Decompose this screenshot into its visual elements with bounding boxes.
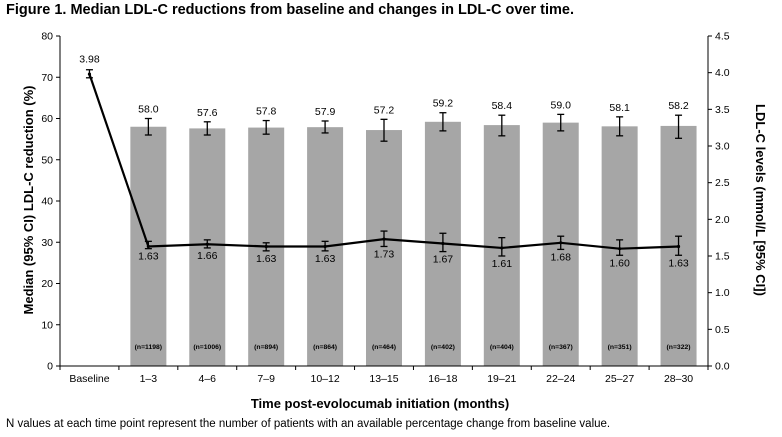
bar-value-label: 57.2 (374, 104, 395, 116)
y-axis-label-left: Median (95% CI) LDL-C reduction (%) (21, 86, 36, 315)
y-tick-label-right: 3.5 (715, 104, 730, 116)
line-point (382, 237, 386, 241)
n-label: (n=351) (608, 344, 632, 351)
y-tick-label-right: 2.0 (715, 214, 730, 226)
y-tick-label-right: 1.5 (715, 251, 730, 263)
y-tick-label-left: 60 (41, 113, 53, 125)
n-label: (n=1198) (135, 344, 162, 351)
line-value-label: 1.63 (256, 253, 277, 265)
bar-value-label: 58.0 (138, 104, 159, 116)
y-tick-label-right: 1.0 (715, 287, 730, 299)
line-value-label: 1.63 (315, 253, 336, 265)
bar-value-label: 57.8 (256, 106, 277, 118)
y-tick-label-left: 50 (41, 154, 53, 166)
line-value-label: 3.98 (79, 54, 100, 66)
n-label: (n=464) (372, 344, 396, 351)
line-point (441, 241, 445, 246)
line-value-label: 1.66 (197, 250, 218, 262)
n-label: (n=1006) (193, 344, 221, 351)
bar-value-label: 58.4 (492, 100, 513, 112)
line-value-label: 1.63 (668, 257, 689, 269)
y-tick-label-right: 4.0 (715, 67, 730, 79)
bar (366, 130, 402, 366)
x-tick-label: 13–15 (369, 373, 398, 385)
footnote: N values at each time point represent th… (6, 418, 611, 430)
figure-title: Figure 1. Median LDL-C reductions from b… (6, 2, 574, 18)
line-value-label: 1.73 (374, 248, 395, 260)
x-tick-label: 10–12 (310, 373, 339, 385)
line-point (264, 244, 268, 249)
x-tick-label: 16–18 (428, 373, 457, 385)
x-tick-label: 25–27 (605, 373, 634, 385)
y-tick-label-left: 10 (41, 319, 53, 331)
bar-value-label: 57.6 (197, 107, 218, 119)
bar-error-bars (144, 112, 683, 142)
n-label: (n=322) (667, 344, 691, 351)
bar-value-label: 58.1 (609, 102, 630, 114)
bar-value-label: 59.0 (551, 99, 572, 111)
y-axis-label-right: LDL-C levels (mmol/L [95% CI]) (753, 104, 768, 296)
line-point (559, 241, 563, 245)
y-tick-label-left: 80 (41, 31, 53, 43)
line-series: 3.98 1.63 1.66 1.63 1.63 1.73 1.67 1.61 1.68 1.60… (79, 54, 689, 270)
n-label: (n=864) (313, 344, 337, 351)
bar-value-label: 59.2 (433, 98, 454, 110)
line-point (87, 72, 92, 76)
y-tick-label-left: 30 (41, 237, 53, 249)
y-tick-label-left: 70 (41, 72, 53, 84)
x-tick-label: 19–21 (487, 373, 516, 385)
line-point (676, 244, 681, 249)
y-tick-label-right: 2.5 (715, 177, 730, 189)
bar-value-labels: 58.0 57.6 57.8 57.9 57.2 59.2 58.4 59.0 58.1 58.2 (138, 98, 689, 119)
y-tick-label-left: 40 (41, 196, 53, 208)
line-point (146, 244, 150, 249)
line-point (323, 244, 327, 249)
x-tick-label: 4–6 (199, 373, 217, 385)
x-tick-label: Baseline (69, 373, 109, 385)
line-point (500, 246, 504, 250)
n-label: (n=367) (549, 344, 573, 351)
y-tick-label-right: 0.5 (715, 324, 730, 336)
line-point (205, 242, 209, 246)
line-point (618, 247, 622, 251)
bar-value-label: 58.2 (668, 100, 689, 112)
x-tick-label: 28–30 (664, 373, 693, 385)
x-tick-label: 7–9 (257, 373, 275, 385)
y-tick-label-right: 0.0 (715, 361, 730, 373)
line-value-label: 1.68 (551, 251, 572, 263)
y-tick-label-left: 0 (47, 361, 53, 373)
n-label: (n=894) (254, 344, 278, 351)
x-tick-label: 22–24 (546, 373, 575, 385)
line-value-label: 1.67 (433, 254, 454, 266)
n-label: (n=402) (431, 344, 455, 351)
line-value-label: 1.61 (492, 258, 513, 270)
y-tick-label-left: 20 (41, 278, 53, 290)
n-labels: (n=1198) (n=1006) (n=894) (n=864) (n=464) (n=… (135, 344, 691, 351)
y-tick-label-right: 3.0 (715, 141, 730, 153)
n-label: (n=404) (490, 344, 514, 351)
line-value-label: 1.60 (609, 257, 630, 269)
line-value-label: 1.63 (138, 251, 159, 263)
x-tick-label: 1–3 (140, 373, 158, 385)
x-axis-label: Time post-evolocumab initiation (months) (251, 396, 509, 411)
y-tick-label-right: 4.5 (715, 31, 730, 43)
axes: 0 10 20 30 40 50 60 70 80 0.0 0.5 1.0 1.5 2.0 2.5 3.0 3.… (41, 31, 729, 386)
bar-value-label: 57.9 (315, 106, 336, 118)
